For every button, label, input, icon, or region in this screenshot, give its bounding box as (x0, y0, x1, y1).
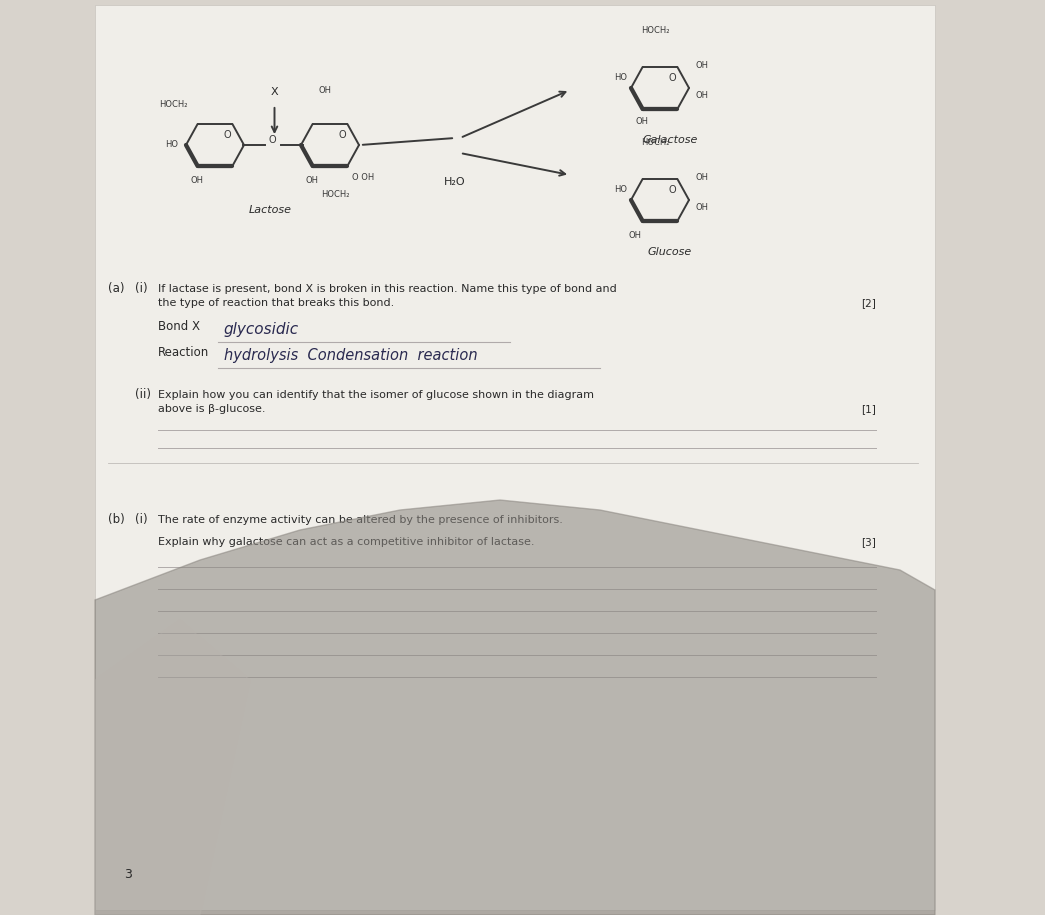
Text: HO: HO (614, 73, 627, 82)
Text: (i): (i) (135, 282, 147, 295)
Text: (b): (b) (108, 513, 124, 526)
Text: Explain how you can identify that the isomer of glucose shown in the diagram: Explain how you can identify that the is… (158, 390, 594, 400)
Text: OH: OH (319, 86, 331, 95)
Bar (95, 5, 935, 910)
Text: H₂O: H₂O (444, 177, 466, 187)
Text: [2]: [2] (861, 298, 876, 308)
Text: HOCH₂: HOCH₂ (321, 190, 349, 199)
Text: OH: OH (695, 203, 709, 212)
Text: OH: OH (695, 91, 709, 100)
Text: OH: OH (305, 176, 319, 185)
Text: O: O (339, 130, 346, 140)
Text: OH: OH (695, 61, 709, 70)
Text: (i): (i) (135, 513, 147, 526)
Text: O OH: O OH (352, 173, 374, 182)
Text: Bond X: Bond X (158, 320, 200, 333)
Text: hydrolysis  Condensation  reaction: hydrolysis Condensation reaction (224, 348, 478, 363)
Text: O: O (224, 130, 231, 140)
Text: HOCH₂: HOCH₂ (159, 100, 187, 109)
Text: O: O (269, 135, 276, 145)
Text: HO: HO (614, 185, 627, 194)
Text: X: X (271, 87, 278, 97)
Text: HOCH₂: HOCH₂ (641, 138, 669, 147)
Text: HO: HO (165, 140, 178, 149)
Text: HOCH₂: HOCH₂ (641, 26, 669, 35)
Text: (ii): (ii) (135, 388, 150, 401)
Text: glycosidic: glycosidic (224, 322, 299, 337)
Text: OH: OH (635, 117, 649, 126)
Bar (0, 0, 95, 915)
Text: Explain why galactose can act as a competitive inhibitor of lactase.: Explain why galactose can act as a compe… (158, 537, 534, 547)
Text: (a): (a) (108, 282, 124, 295)
Text: Reaction: Reaction (158, 346, 209, 359)
Text: above is β-glucose.: above is β-glucose. (158, 404, 265, 414)
Text: OH: OH (628, 231, 642, 240)
Text: Glucose: Glucose (648, 247, 692, 257)
Text: The rate of enzyme activity can be altered by the presence of inhibitors.: The rate of enzyme activity can be alter… (158, 515, 563, 525)
Text: [3]: [3] (861, 537, 876, 547)
Text: the type of reaction that breaks this bond.: the type of reaction that breaks this bo… (158, 298, 394, 308)
Text: Lactose: Lactose (249, 205, 292, 215)
Text: 3: 3 (124, 868, 132, 881)
Text: O: O (668, 73, 676, 83)
Text: O: O (668, 185, 676, 195)
Text: [1]: [1] (861, 404, 876, 414)
Text: OH: OH (695, 173, 709, 182)
Polygon shape (95, 620, 250, 915)
Text: Galactose: Galactose (643, 135, 698, 145)
Text: OH: OH (190, 176, 204, 185)
Polygon shape (95, 500, 935, 915)
Bar (935, 0, 1045, 915)
Text: If lactase is present, bond X is broken in this reaction. Name this type of bond: If lactase is present, bond X is broken … (158, 284, 617, 294)
